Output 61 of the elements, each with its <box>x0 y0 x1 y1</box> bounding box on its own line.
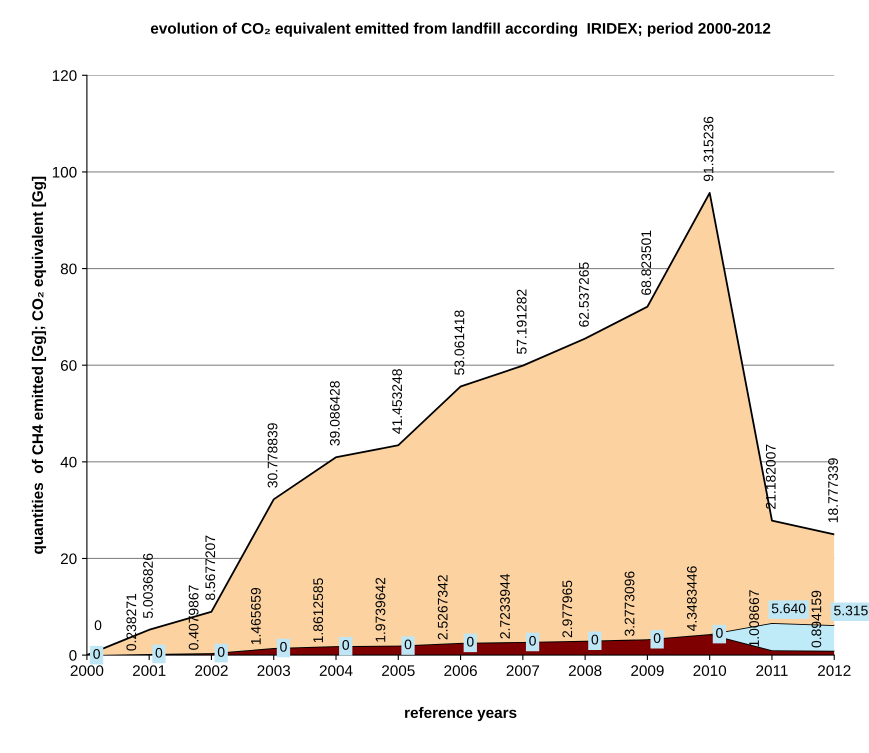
data-label: 1.9739642 <box>376 578 386 642</box>
y-tick-label: 20 <box>60 553 77 564</box>
data-label: 1.8612585 <box>313 578 324 642</box>
data-label: 3.2773096 <box>624 571 634 636</box>
data-label: 39.086428 <box>330 381 340 446</box>
data-label: 62.537265 <box>579 262 589 327</box>
x-tick-label: 2006 <box>444 665 477 676</box>
data-label: 53.061418 <box>454 310 464 375</box>
x-tick-label: 2012 <box>818 665 850 676</box>
x-tick-label: 2001 <box>132 665 166 676</box>
x-tick-label: 2008 <box>568 665 602 676</box>
data-label: 0 <box>466 636 474 647</box>
y-tick-label: 60 <box>60 360 77 371</box>
data-label: 0 <box>93 649 100 659</box>
data-label: 68.823501 <box>641 230 652 295</box>
data-label: 0 <box>529 636 536 646</box>
x-tick-label: 2003 <box>258 665 290 676</box>
data-label: 41.453248 <box>392 369 402 434</box>
y-tick-label: 120 <box>52 70 77 81</box>
data-label: 2.977965 <box>562 580 572 638</box>
data-label: 0 <box>342 640 350 650</box>
data-label: 0 <box>716 628 723 638</box>
data-label: 5.315 <box>834 606 868 616</box>
data-label: 0 <box>404 639 412 650</box>
data-label: 0 <box>592 634 598 644</box>
x-axis-title: reference years <box>405 706 516 722</box>
x-tick-label: 2007 <box>506 665 540 676</box>
x-tick-label: 2002 <box>195 665 228 676</box>
data-label: 0 <box>280 642 287 652</box>
data-label: 91.315236 <box>704 116 714 182</box>
data-label: 1.465659 <box>250 588 261 644</box>
y-tick-label: 100 <box>52 166 77 178</box>
x-tick-label: 2010 <box>693 665 726 676</box>
data-label: 0.238271 <box>126 594 136 651</box>
y-tick-label: 80 <box>60 263 77 274</box>
data-label: 0 <box>654 633 660 644</box>
data-label: 57.191282 <box>516 290 527 354</box>
x-tick-label: 2005 <box>382 665 415 676</box>
data-label: 5.640 <box>772 603 806 614</box>
data-label: 5.0036826 <box>143 554 153 618</box>
data-label: 8.5677207 <box>205 536 216 600</box>
y-tick-label: 0 <box>69 650 77 661</box>
data-label: 0 <box>218 647 224 657</box>
data-label: 30.778839 <box>268 423 278 488</box>
y-tick-label: 40 <box>60 456 77 468</box>
y-axis-title: quantities of CH4 emitted [Gg]; CO₂ equivalent [Gg] <box>32 176 46 554</box>
data-label: 4.3483446 <box>686 566 697 632</box>
data-label: 0 <box>94 620 102 630</box>
data-label: 2.7233944 <box>500 574 510 638</box>
x-tick-label: 2000 <box>70 665 104 676</box>
data-label: 1.008667 <box>749 590 760 646</box>
x-tick-label: 2011 <box>756 665 788 676</box>
data-label: 21.182007 <box>766 444 776 509</box>
chart-title: evolution of CO₂ equivalent emitted from landfill according IRIDEX; period 2000-2012 <box>150 22 770 37</box>
data-label: 0.894159 <box>811 590 822 648</box>
x-tick-label: 2004 <box>320 665 353 676</box>
data-label: 0 <box>156 648 162 658</box>
data-label: 0.4079867 <box>188 585 199 650</box>
data-label: 18.777339 <box>828 458 838 522</box>
x-tick-label: 2009 <box>631 665 664 676</box>
data-label: 2.5267342 <box>438 575 448 640</box>
